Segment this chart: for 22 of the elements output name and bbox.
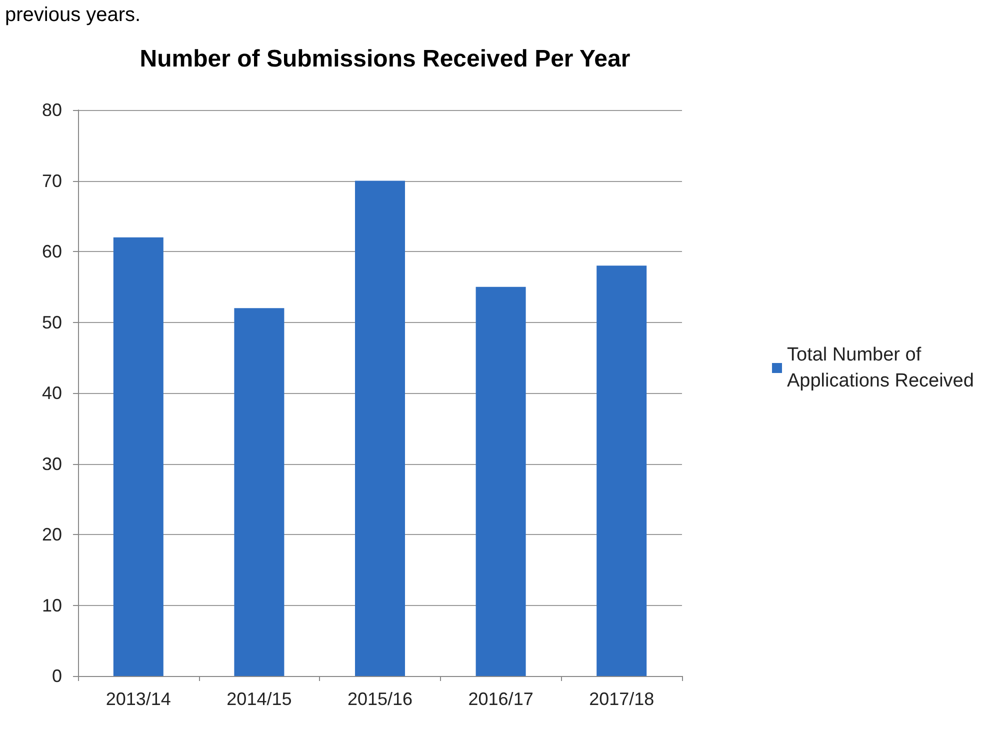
bar: [596, 266, 647, 676]
y-tick-label: 40: [42, 383, 62, 403]
text: previous years.: [5, 4, 141, 26]
x-tick-label: 2017/18: [589, 689, 654, 709]
y-tick-label: 50: [42, 312, 62, 332]
bar: [234, 308, 284, 676]
y-tick-label: 10: [42, 595, 62, 616]
x-tick-label: 2013/14: [106, 689, 171, 709]
x-tick-label: 2015/16: [347, 689, 413, 709]
bar: [113, 237, 164, 676]
legend-label: Total Number of Applications Received: [787, 344, 974, 392]
bar: [355, 180, 405, 676]
x-tick-label: 2014/15: [226, 689, 292, 709]
y-tick-label: 0: [52, 666, 62, 686]
y-tick-label: 30: [42, 454, 62, 474]
y-tick-label: 70: [42, 170, 62, 191]
chart-title: Number of Submissions Received Per Year: [140, 46, 630, 72]
y-tick-label: 80: [42, 100, 62, 120]
x-tick-label: 2016/17: [468, 689, 534, 709]
bar: [476, 286, 526, 676]
y-tick-label: 20: [42, 524, 62, 544]
y-tick-label: 60: [42, 242, 62, 262]
